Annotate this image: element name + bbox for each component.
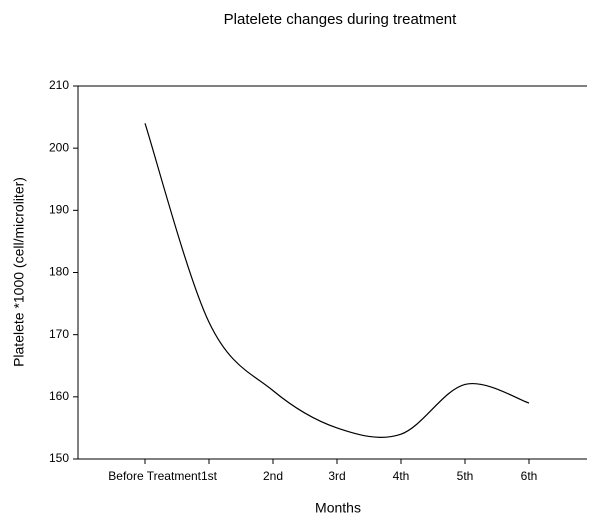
x-tick-label: 6th xyxy=(521,469,538,483)
y-tick-label: 190 xyxy=(49,203,69,217)
y-tick-label: 210 xyxy=(49,78,69,92)
y-tick-label: 180 xyxy=(49,265,69,279)
y-tick-label: 170 xyxy=(49,327,69,341)
y-axis-label: Platelete *1000 (cell/microliter) xyxy=(11,177,27,367)
x-axis-label: Months xyxy=(315,500,361,516)
x-tick-label: 3rd xyxy=(328,469,345,483)
y-tick-label: 200 xyxy=(49,140,69,154)
y-tick-label: 160 xyxy=(49,389,69,403)
x-tick-label: 4th xyxy=(393,469,410,483)
x-tick-label: 5th xyxy=(457,469,474,483)
x-tick-label: 2nd xyxy=(263,469,283,483)
y-tick-label: 150 xyxy=(49,451,69,465)
x-tick-label: Before Treatment xyxy=(108,469,201,483)
x-tick-label: 1st xyxy=(201,469,218,483)
line xyxy=(144,123,530,438)
chart-title: Platelete changes during treatment xyxy=(224,11,457,28)
